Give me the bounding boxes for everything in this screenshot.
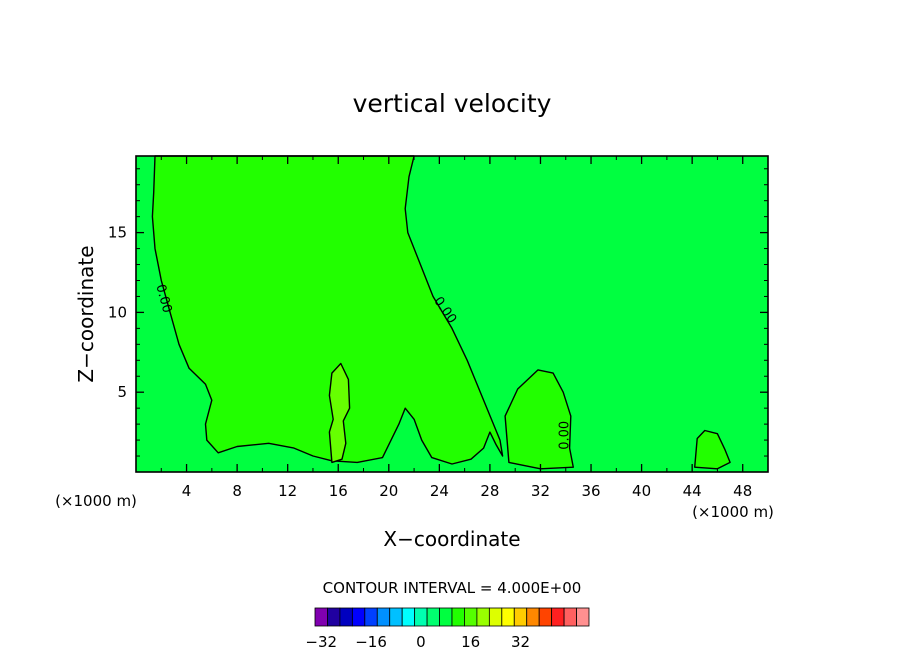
x-tick-label: 44 [683, 482, 702, 500]
x-tick-label: 12 [278, 482, 297, 500]
contour-region-2 [504, 369, 574, 470]
colorbar-swatch [513, 607, 528, 627]
x-axis-label: X−coordinate [383, 527, 520, 551]
colorbar-tick-label: 32 [511, 633, 530, 651]
plot-frame [135, 155, 769, 473]
colorbar-swatch [488, 607, 503, 627]
x-tick-label: 48 [733, 482, 752, 500]
x-tick-label: 20 [379, 482, 398, 500]
colorbar-swatch [476, 607, 490, 627]
colorbar-swatch [576, 607, 590, 627]
contour-region-4 [328, 362, 351, 464]
contour-interval-label: CONTOUR INTERVAL = 4.000E+00 [323, 579, 582, 597]
x-tick-label: 32 [531, 482, 550, 500]
colorbar-swatch [451, 607, 465, 627]
contour-value-label: 0.00 [152, 283, 174, 315]
y-tick-label: 10 [108, 303, 127, 321]
plot-area: 0.00 0.000.00 [135, 155, 769, 473]
x-tick-label: 28 [480, 482, 499, 500]
x-axis-ticks: 4 8 12 16 20 24 28 32 36 40 44 48 [160, 156, 752, 500]
colorbar-swatch [501, 607, 515, 627]
colorbar-swatch [339, 607, 353, 627]
x-tick-label: 4 [182, 482, 192, 500]
colorbar-tick-labels: −32 −16 0 16 32 [305, 633, 530, 651]
colorbar-swatch [327, 607, 341, 627]
x-unit-label-left: (×1000 m) [55, 492, 137, 510]
x-tick-label: 36 [581, 482, 600, 500]
chart-title: vertical velocity [353, 89, 552, 118]
contour-region-1 [151, 155, 504, 465]
x-tick-label: 16 [329, 482, 348, 500]
colorbar-swatch [414, 607, 428, 627]
x-tick-label: 40 [632, 482, 651, 500]
colorbar-swatch [538, 607, 553, 627]
colorbar-swatch [464, 607, 478, 627]
colorbar-tick-label: 16 [461, 633, 480, 651]
colorbar-swatch [426, 607, 440, 627]
colorbar-swatch [389, 607, 403, 627]
colorbar-swatch [551, 607, 565, 627]
colorbar-tick-label: 0 [416, 633, 426, 651]
colorbar-swatch [526, 607, 540, 627]
colorbar-swatch [351, 607, 366, 627]
y-tick-label: 15 [108, 224, 127, 242]
colorbar-swatch [563, 607, 577, 627]
colorbar-tick-label: −32 [305, 633, 337, 651]
contour-regions [151, 155, 731, 470]
y-tick-label: 5 [117, 383, 127, 401]
colorbar-swatch [376, 607, 391, 627]
colorbar-swatch [439, 607, 453, 627]
colorbar [314, 607, 590, 627]
colorbar-tick-label: −16 [355, 633, 387, 651]
x-tick-label: 8 [232, 482, 242, 500]
colorbar-swatch [314, 607, 328, 627]
y-axis-label: Z−coordinate [74, 245, 98, 382]
x-tick-label: 24 [430, 482, 449, 500]
colorbar-swatch [401, 607, 416, 627]
colorbar-swatch [364, 607, 378, 627]
x-unit-label-right: (×1000 m) [692, 503, 774, 521]
contour-value-label: 0.00 [557, 421, 572, 450]
y-axis-ticks: 5 10 15 [108, 168, 768, 457]
contour-region-3 [694, 429, 731, 470]
